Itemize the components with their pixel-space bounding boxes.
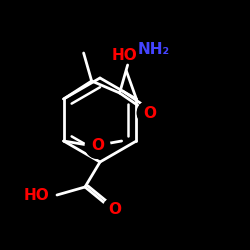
Circle shape [86, 134, 110, 158]
Text: O: O [143, 106, 156, 120]
Text: O: O [108, 202, 122, 218]
Text: HO: HO [112, 48, 137, 63]
Circle shape [103, 198, 127, 222]
Text: HO: HO [23, 188, 49, 202]
Text: NH₂: NH₂ [138, 42, 170, 57]
Text: O: O [91, 138, 104, 154]
Circle shape [138, 101, 162, 125]
